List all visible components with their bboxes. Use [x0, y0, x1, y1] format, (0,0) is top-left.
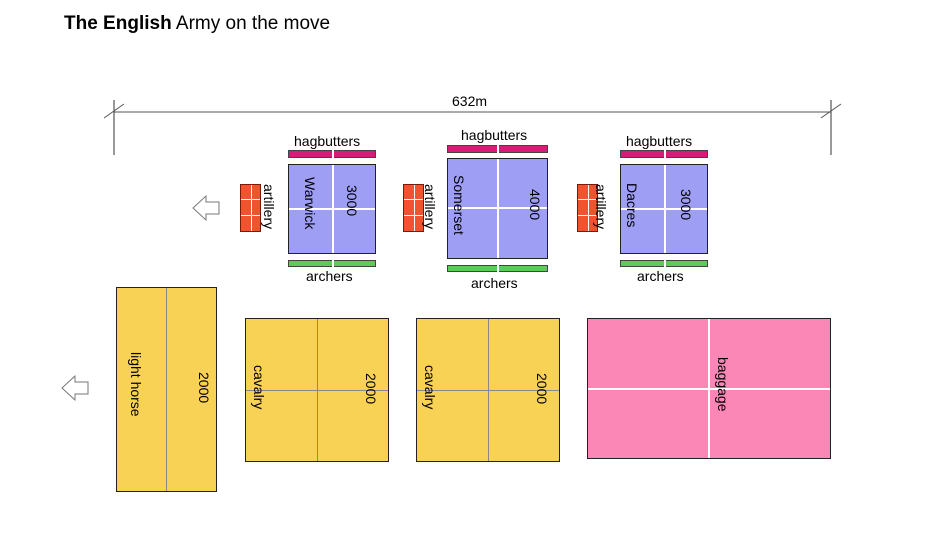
cavalry-block: cavalry 2000 — [416, 318, 560, 462]
light-horse-block: light horse 2000 — [116, 287, 217, 492]
artillery-block — [577, 184, 598, 232]
count-label: 3000 — [678, 189, 694, 221]
archers-strip — [447, 265, 548, 272]
cavalry-block: cavalry 2000 — [245, 318, 389, 462]
hagbutters-strip — [620, 150, 708, 158]
artillery-label: artillery — [422, 184, 438, 230]
hagbutters-label: hagbutters — [294, 133, 361, 149]
commander-label: Dacres — [624, 183, 640, 228]
division-block: Dacres 3000 — [620, 164, 708, 254]
unit-name-label: baggage — [715, 357, 731, 412]
unit-count-label: 2000 — [363, 373, 379, 405]
archers-strip — [620, 260, 708, 267]
unit-name-label: cavalry — [251, 365, 267, 410]
artillery-block — [403, 184, 424, 232]
unit-count-label: 2000 — [196, 372, 212, 404]
unit-count-label: 2000 — [534, 373, 550, 405]
commander-label: Warwick — [302, 177, 318, 230]
title-bold: The English — [64, 13, 172, 34]
hagbutters-label: hagbutters — [461, 127, 528, 143]
baggage-block: baggage — [587, 318, 831, 459]
title-rest: Army on the move — [171, 13, 331, 34]
division-block: Warwick 3000 — [288, 164, 376, 254]
division-block: Somerset 4000 — [447, 158, 548, 259]
unit-name-label: light horse — [128, 352, 144, 417]
hagbutters-strip — [288, 150, 376, 158]
unit-name-label: cavalry — [422, 365, 438, 410]
artillery-label: artillery — [593, 184, 609, 230]
archers-label: archers — [637, 268, 684, 284]
hagbutters-label: hagbutters — [626, 133, 693, 149]
archers-label: archers — [471, 275, 518, 291]
commander-label: Somerset — [451, 175, 467, 235]
page-title: The English Army on the move — [64, 13, 330, 35]
hagbutters-strip — [447, 145, 548, 153]
archers-strip — [288, 260, 376, 267]
artillery-label: artillery — [261, 184, 277, 230]
measure-label: 632m — [452, 93, 488, 109]
count-label: 4000 — [527, 189, 543, 221]
count-label: 3000 — [344, 185, 360, 217]
archers-label: archers — [306, 268, 353, 284]
artillery-block — [240, 184, 261, 232]
